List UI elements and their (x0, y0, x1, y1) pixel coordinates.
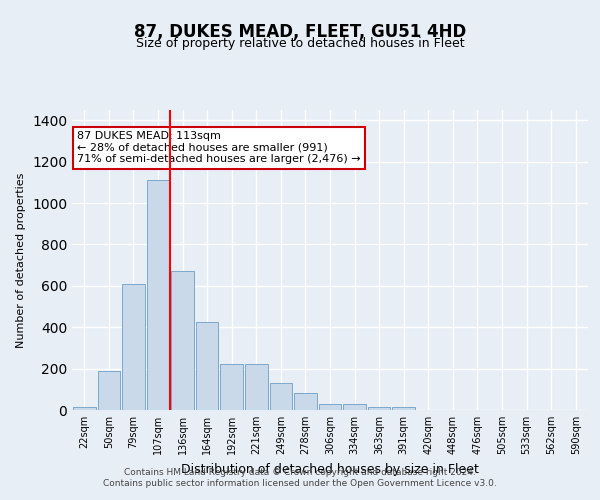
Bar (269, 383, 292, 410)
Bar (196, 322, 218, 410)
Text: Size of property relative to detached houses in Fleet: Size of property relative to detached ho… (136, 38, 464, 51)
Bar (368, 407, 391, 410)
Bar (171, 272, 194, 410)
Bar (122, 284, 145, 410)
Bar (73, 407, 95, 410)
X-axis label: Distribution of detached houses by size in Fleet: Distribution of detached houses by size … (181, 462, 479, 475)
Y-axis label: Number of detached properties: Number of detached properties (16, 172, 26, 348)
Bar (146, 180, 169, 410)
Bar (245, 364, 268, 410)
Bar (220, 364, 243, 410)
Bar (392, 407, 415, 410)
Text: Contains HM Land Registry data © Crown copyright and database right 2024.
Contai: Contains HM Land Registry data © Crown c… (103, 468, 497, 487)
Bar (98, 370, 120, 410)
Bar (343, 404, 366, 410)
Text: 87 DUKES MEAD: 113sqm
← 28% of detached houses are smaller (991)
71% of semi-det: 87 DUKES MEAD: 113sqm ← 28% of detached … (77, 131, 361, 164)
Bar (319, 404, 341, 410)
Text: 87, DUKES MEAD, FLEET, GU51 4HD: 87, DUKES MEAD, FLEET, GU51 4HD (134, 22, 466, 40)
Bar (294, 394, 317, 410)
